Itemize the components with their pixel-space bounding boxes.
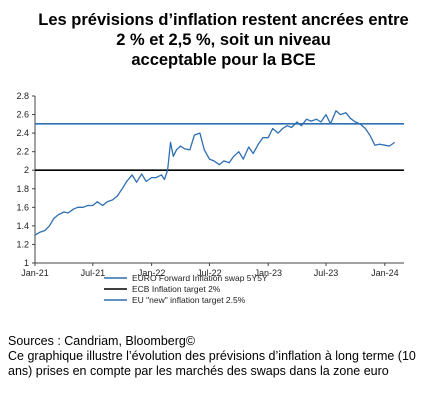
y-tick-label: 1.8 [16, 184, 29, 194]
legend-item-ecb-target-label: ECB Inflation target 2% [132, 284, 221, 294]
inflation-line-chart: 1 1.2 1.4 1.6 1.8 2 2.2 2.4 2.6 2.8 Jan-21 Jul-21 Ja… [16, 91, 404, 305]
title-line-3: acceptable pour la BCE [131, 51, 316, 69]
y-tick-label: 1.2 [16, 239, 29, 249]
forward-swap-5y5y-line [34, 110, 396, 236]
y-tick-label: 2.6 [16, 110, 29, 120]
legend-item-forward-swap-label: EURO Forward Inflation swap 5Y5Y [132, 273, 268, 283]
y-tick-label: 1.4 [16, 221, 29, 231]
x-tick-label: Jan-23 [254, 268, 282, 278]
legend-item-eu-target-label: EU "new" inflation target 2.5% [132, 295, 246, 305]
x-tick-label: Jan-22 [138, 268, 166, 278]
chart-footer: Sources : Candriam, Bloomberg© Ce graphi… [8, 334, 442, 380]
y-tick-label: 2 [24, 165, 29, 175]
x-tick-label: Jul-23 [314, 268, 339, 278]
sources-text: Sources : Candriam, Bloomberg© [8, 334, 196, 348]
chart-title: Les prévisions d’inflation restent ancré… [0, 10, 447, 70]
caption-text: Ce graphique illustre l’évolution des pr… [8, 349, 416, 379]
x-tick-label: Jan-24 [371, 268, 399, 278]
y-tick-label: 2.2 [16, 147, 29, 157]
x-tick-label: Jan-21 [21, 268, 49, 278]
y-tick-label: 2.8 [16, 91, 29, 101]
x-tick-label: Jul-22 [197, 268, 222, 278]
y-tick-label: 1 [24, 258, 29, 268]
x-tick-label: Jul-21 [81, 268, 106, 278]
title-line-1: Les prévisions d’inflation restent ancré… [38, 11, 409, 29]
y-tick-label: 2.4 [16, 128, 29, 138]
title-line-2: 2 % et 2,5 %, soit un niveau [116, 31, 331, 49]
y-tick-label: 1.6 [16, 202, 29, 212]
